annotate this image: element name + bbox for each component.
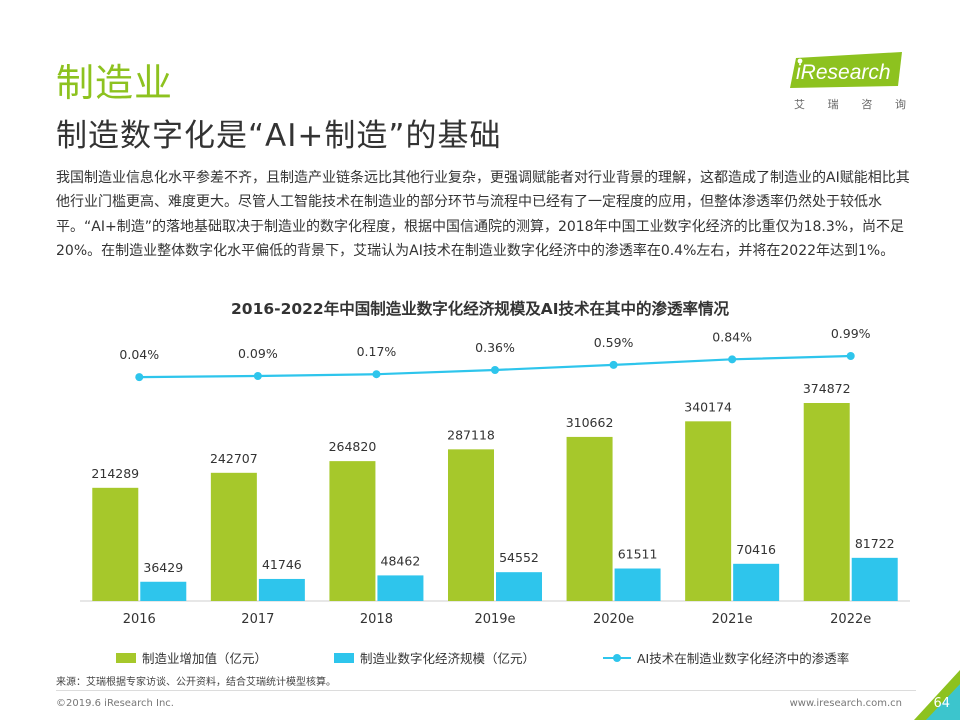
section-title: 制造业 <box>56 61 174 105</box>
penetration-point-2021e <box>728 355 737 364</box>
data-label-digital-economy-2021e: 70416 <box>736 542 776 557</box>
bar-digital-economy-2022e <box>851 557 898 601</box>
data-label-digital-economy-2017: 41746 <box>262 557 302 572</box>
data-label-digital-economy-2022e: 81722 <box>855 536 895 551</box>
x-tick-label-2021e: 2021e <box>712 612 753 627</box>
penetration-label-2019e: 0.36% <box>475 340 515 355</box>
bar-value-added-2022e <box>803 403 850 601</box>
bar-digital-economy-2018 <box>377 575 424 601</box>
penetration-label-2018: 0.17% <box>357 344 397 359</box>
data-label-value-added-2020e: 310662 <box>566 415 614 430</box>
data-label-digital-economy-2016: 36429 <box>143 560 183 575</box>
data-label-value-added-2019e: 287118 <box>447 427 495 442</box>
penetration-point-2022e <box>846 352 855 360</box>
legend-swatch-line <box>603 653 631 663</box>
body-paragraph: 我国制造业信息化水平参差不齐，且制造产业链条远比其他行业复杂，更强调赋能者对行业… <box>56 170 910 260</box>
penetration-point-2018 <box>372 370 381 379</box>
bar-value-added-2016 <box>92 487 139 601</box>
x-tick-label-2016: 2016 <box>123 612 156 627</box>
bar-value-added-2020e <box>566 436 613 601</box>
x-tick-label-2020e: 2020e <box>593 612 634 627</box>
x-tick-label-2022e: 2022e <box>830 612 871 627</box>
penetration-label-2017: 0.09% <box>238 346 278 361</box>
bar-digital-economy-2019e <box>496 572 542 601</box>
data-label-value-added-2022e: 374872 <box>803 381 851 396</box>
bar-value-added-2017 <box>210 472 257 601</box>
legend-swatch-green <box>116 652 136 663</box>
penetration-label-2016: 0.04% <box>119 347 159 362</box>
page-number: 64 <box>933 696 950 711</box>
footer-divider <box>56 690 916 691</box>
data-label-value-added-2021e: 340174 <box>684 399 732 414</box>
website-link[interactable]: www.iresearch.com.cn <box>789 698 902 709</box>
copyright: ©2019.6 iResearch Inc. <box>56 698 174 709</box>
penetration-point-2016 <box>135 373 144 382</box>
data-label-digital-economy-2019e: 54552 <box>499 550 539 565</box>
bar-digital-economy-2016 <box>140 581 187 601</box>
bar-digital-economy-2020e <box>614 568 661 601</box>
bar-value-added-2018 <box>329 461 376 601</box>
legend-item-penetration: AI技术在制造业数字化经济中的渗透率 <box>603 648 849 667</box>
bar-value-added-2021e <box>685 421 732 601</box>
legend-swatch-blue <box>334 652 354 663</box>
chart-legend: 制造业增加值（亿元） 制造业数字化经济规模（亿元） AI技术在制造业数字化经济中… <box>0 648 960 668</box>
data-label-value-added-2016: 214289 <box>91 466 139 481</box>
bar-value-added-2019e <box>448 449 494 601</box>
legend-item-value-added: 制造业增加值（亿元） <box>116 648 267 667</box>
penetration-point-2020e <box>609 360 618 369</box>
penetration-label-2020e: 0.59% <box>594 335 634 350</box>
corner-decoration <box>914 670 960 720</box>
iresearch-logo: iResearch 艾 瑞 咨 询 <box>790 52 914 112</box>
legend-item-digital-economy: 制造业数字化经济规模（亿元） <box>334 648 535 667</box>
slide-title: 制造数字化是“AI+制造”的基础 <box>56 118 502 154</box>
chart-title: 2016-2022年中国制造业数字化经济规模及AI技术在其中的渗透率情况 <box>231 300 729 318</box>
data-label-digital-economy-2018: 48462 <box>381 553 421 568</box>
data-label-value-added-2017: 242707 <box>210 451 258 466</box>
svg-text:iResearch: iResearch <box>796 61 891 84</box>
x-tick-label-2018: 2018 <box>360 612 393 627</box>
x-tick-label-2017: 2017 <box>241 612 274 627</box>
data-label-value-added-2018: 264820 <box>329 439 377 454</box>
source-note: 来源：艾瑞根据专家访谈、公开资料，结合艾瑞统计模型核算。 <box>56 677 336 688</box>
x-tick-label-2019e: 2019e <box>474 612 515 627</box>
penetration-label-2022e: 0.99% <box>831 326 871 341</box>
data-label-digital-economy-2020e: 61511 <box>618 547 658 562</box>
logo-subtitle: 艾 瑞 咨 询 <box>794 98 906 111</box>
bar-digital-economy-2017 <box>258 578 305 601</box>
bar-digital-economy-2021e <box>733 563 780 601</box>
penetration-point-2017 <box>253 372 262 380</box>
penetration-point-2019e <box>491 366 499 374</box>
penetration-label-2021e: 0.84% <box>712 329 752 344</box>
